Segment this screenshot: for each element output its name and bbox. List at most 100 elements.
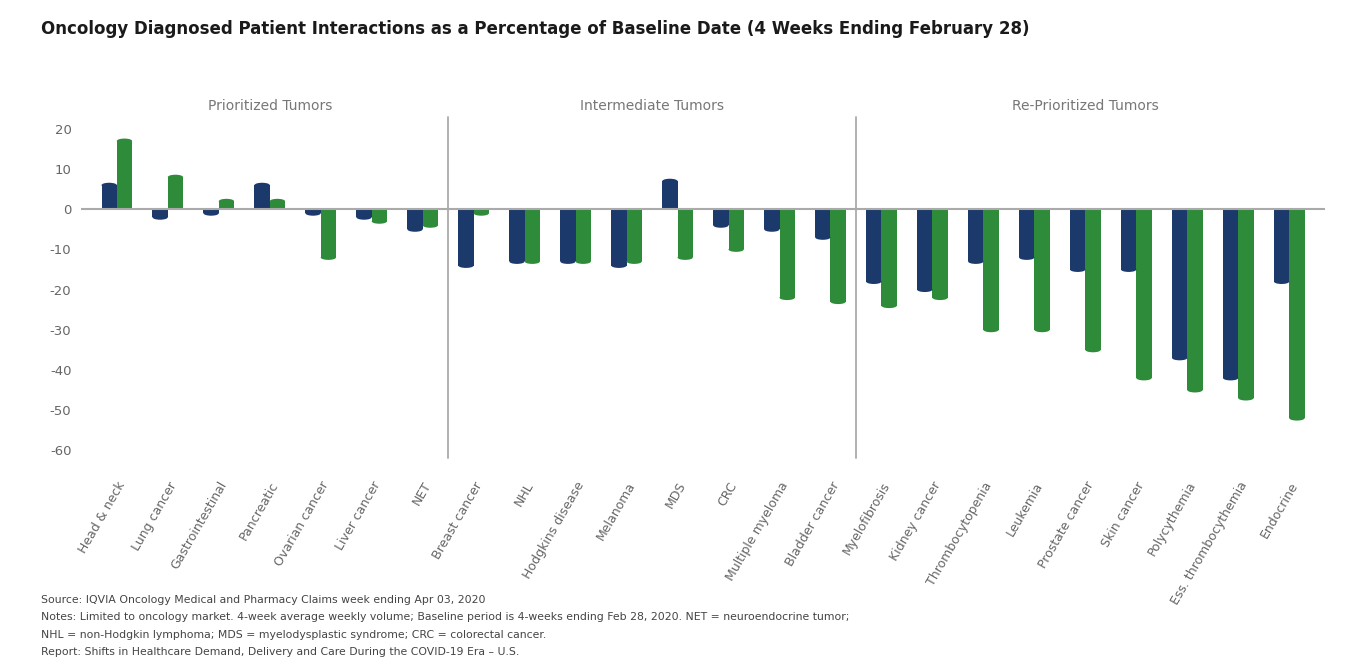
Bar	[254, 185, 270, 209]
Bar	[116, 141, 132, 209]
Bar	[917, 209, 933, 290]
Bar	[1121, 209, 1136, 269]
Bar	[560, 209, 576, 261]
Text: Notes: Limited to oncology market. 4-week average weekly volume; Baseline period: Notes: Limited to oncology market. 4-wee…	[41, 612, 849, 622]
Bar	[830, 209, 846, 302]
Bar	[306, 209, 320, 213]
Ellipse shape	[729, 247, 744, 252]
Bar	[968, 209, 983, 261]
Ellipse shape	[407, 227, 423, 232]
Ellipse shape	[510, 259, 525, 264]
Bar	[510, 209, 525, 261]
Ellipse shape	[968, 259, 983, 264]
Ellipse shape	[1121, 267, 1136, 272]
Bar	[525, 209, 539, 261]
Bar	[1290, 209, 1305, 418]
Bar	[780, 209, 795, 298]
Ellipse shape	[1238, 396, 1253, 401]
Bar	[1274, 209, 1290, 282]
Bar	[1034, 209, 1049, 330]
Ellipse shape	[219, 199, 234, 204]
Ellipse shape	[764, 227, 780, 232]
Bar	[576, 209, 591, 261]
Bar	[153, 209, 168, 217]
Ellipse shape	[1086, 347, 1101, 352]
Text: Report: Shifts in Healthcare Demand, Delivery and Care During the COVID-19 Era –: Report: Shifts in Healthcare Demand, Del…	[41, 647, 519, 657]
Ellipse shape	[357, 215, 372, 220]
Ellipse shape	[320, 255, 337, 260]
Ellipse shape	[830, 299, 846, 304]
Bar	[815, 209, 830, 237]
Ellipse shape	[626, 259, 642, 264]
Bar	[101, 185, 116, 209]
Bar	[473, 209, 489, 213]
Ellipse shape	[473, 211, 489, 216]
Bar	[933, 209, 948, 298]
Bar	[983, 209, 999, 330]
Ellipse shape	[1224, 376, 1238, 380]
Bar	[407, 209, 423, 229]
Ellipse shape	[116, 138, 132, 143]
Ellipse shape	[983, 327, 999, 332]
Text: Source: IQVIA Oncology Medical and Pharmacy Claims week ending Apr 03, 2020: Source: IQVIA Oncology Medical and Pharm…	[41, 595, 485, 605]
Bar	[677, 209, 692, 257]
Bar	[423, 209, 438, 225]
Bar	[357, 209, 372, 217]
Ellipse shape	[203, 211, 219, 216]
Bar	[1136, 209, 1152, 378]
Ellipse shape	[423, 223, 438, 228]
Ellipse shape	[560, 259, 576, 264]
Ellipse shape	[882, 303, 896, 308]
Bar	[1069, 209, 1086, 269]
Ellipse shape	[1019, 255, 1034, 260]
Ellipse shape	[1274, 279, 1290, 284]
Ellipse shape	[714, 223, 729, 228]
Ellipse shape	[1290, 416, 1305, 421]
Ellipse shape	[1172, 355, 1187, 360]
Bar	[270, 201, 285, 209]
Ellipse shape	[611, 263, 626, 268]
Ellipse shape	[270, 199, 285, 204]
Bar	[882, 209, 896, 306]
Ellipse shape	[372, 219, 387, 224]
Bar	[1187, 209, 1203, 390]
Ellipse shape	[933, 295, 948, 300]
Ellipse shape	[662, 179, 677, 183]
Ellipse shape	[1136, 376, 1152, 380]
Ellipse shape	[576, 259, 591, 264]
Bar	[1086, 209, 1101, 350]
Bar	[219, 201, 234, 209]
Ellipse shape	[867, 279, 882, 284]
Bar	[372, 209, 387, 221]
Bar	[1019, 209, 1034, 257]
Bar	[729, 209, 744, 249]
Bar	[203, 209, 219, 213]
Bar	[1224, 209, 1238, 378]
Ellipse shape	[917, 287, 933, 292]
Ellipse shape	[525, 259, 539, 264]
Text: Intermediate Tumors: Intermediate Tumors	[580, 99, 725, 113]
Ellipse shape	[458, 263, 473, 268]
Ellipse shape	[1187, 388, 1203, 392]
Ellipse shape	[815, 235, 830, 240]
Bar	[764, 209, 780, 229]
Bar	[1238, 209, 1253, 398]
Bar	[611, 209, 626, 265]
Ellipse shape	[254, 183, 270, 187]
Ellipse shape	[1034, 327, 1049, 332]
Ellipse shape	[1069, 267, 1086, 272]
Ellipse shape	[780, 295, 795, 300]
Bar	[458, 209, 473, 265]
Text: NHL = non-Hodgkin lymphoma; MDS = myelodysplastic syndrome; CRC = colorectal can: NHL = non-Hodgkin lymphoma; MDS = myelod…	[41, 630, 546, 640]
Text: Oncology Diagnosed Patient Interactions as a Percentage of Baseline Date (4 Week: Oncology Diagnosed Patient Interactions …	[41, 20, 1029, 38]
Bar	[168, 177, 183, 209]
Bar	[1172, 209, 1187, 358]
Bar	[714, 209, 729, 225]
Ellipse shape	[153, 215, 168, 220]
Ellipse shape	[306, 211, 320, 216]
Bar	[626, 209, 642, 261]
Text: Prioritized Tumors: Prioritized Tumors	[208, 99, 333, 113]
Bar	[320, 209, 337, 257]
Bar	[867, 209, 882, 282]
Ellipse shape	[168, 175, 183, 179]
